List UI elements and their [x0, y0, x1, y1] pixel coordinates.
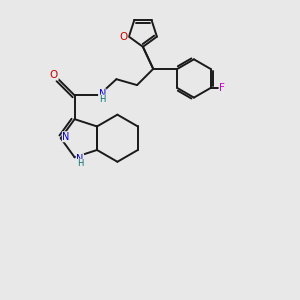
Text: O: O [119, 32, 128, 42]
Text: H: H [77, 159, 83, 168]
Text: F: F [219, 83, 225, 93]
Text: H: H [99, 95, 106, 104]
Text: N: N [62, 132, 70, 142]
Text: N: N [76, 154, 84, 164]
Text: O: O [50, 70, 58, 80]
Text: N: N [99, 89, 106, 99]
